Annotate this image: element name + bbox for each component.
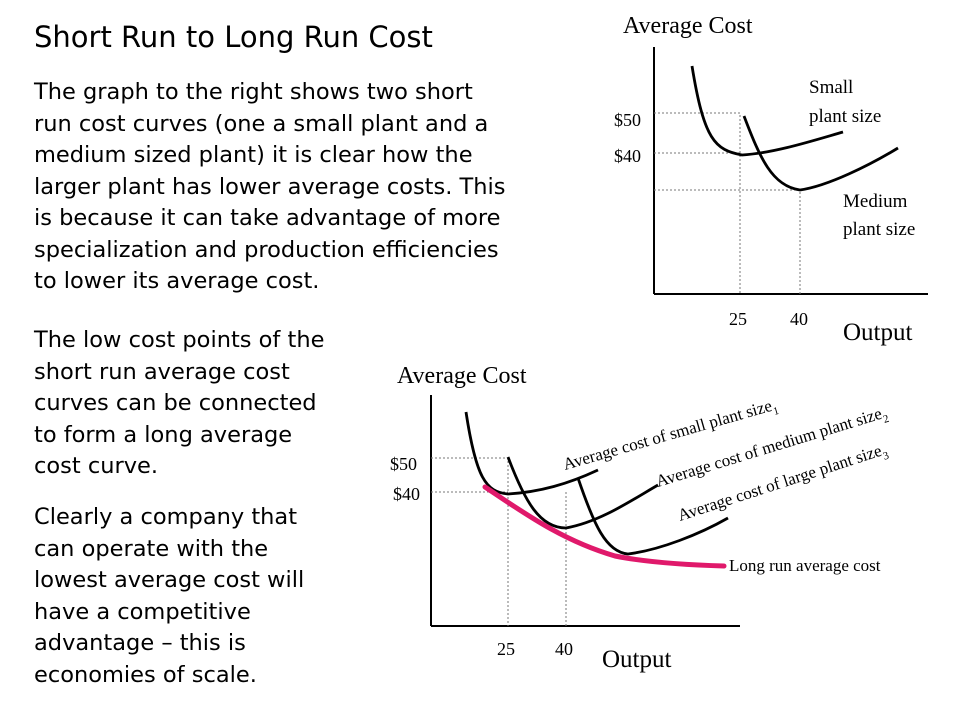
chart1-xtick-25: 25 bbox=[729, 309, 747, 329]
chart2-guide-50-25 bbox=[431, 457, 509, 626]
body-paragraph-2: The low cost points of the short run ave… bbox=[34, 327, 325, 479]
chart1-title: Average Cost bbox=[623, 13, 753, 39]
chart1-ytick-40: $40 bbox=[614, 146, 641, 166]
chart2-title: Average Cost bbox=[397, 363, 527, 389]
body-paragraph-1: The graph to the right shows two short r… bbox=[34, 79, 506, 294]
chart2-large-plant-curve bbox=[576, 477, 729, 556]
chart1-xtick-40: 40 bbox=[790, 309, 808, 329]
chart2-small-plant-curve bbox=[464, 411, 599, 496]
chart2-long-run-curve bbox=[482, 484, 727, 569]
chart1-ytick-50: $50 bbox=[614, 110, 641, 130]
chart2-ytick-50: $50 bbox=[390, 454, 417, 474]
chart-2: Average Cost $50 $40 25 40 Output Averag… bbox=[390, 363, 891, 673]
body-paragraph-3: Clearly a company that can operate with … bbox=[34, 504, 305, 688]
chart1-label-medium-line2: plant size bbox=[843, 219, 915, 240]
chart2-xtick-25: 25 bbox=[497, 639, 515, 659]
chart1-medium-plant-curve bbox=[742, 115, 899, 192]
chart1-xlabel: Output bbox=[843, 319, 913, 346]
slide-title: Short Run to Long Run Cost bbox=[34, 20, 433, 54]
chart1-label-small-line2: plant size bbox=[809, 106, 881, 127]
chart1-label-small-line1: Small bbox=[809, 77, 853, 98]
chart1-guide-50-25 bbox=[654, 112, 741, 294]
chart1-guide-min-40 bbox=[654, 189, 801, 294]
chart2-xlabel: Output bbox=[602, 646, 672, 673]
chart1-small-plant-curve bbox=[690, 65, 844, 157]
chart2-xtick-40: 40 bbox=[555, 639, 573, 659]
chart2-ytick-40: $40 bbox=[393, 484, 420, 504]
chart2-medium-plant-curve bbox=[506, 456, 659, 530]
chart-1: Average Cost $50 $40 25 40 Output Small … bbox=[614, 13, 928, 346]
chart2-label-long-run: Long run average cost bbox=[729, 556, 881, 575]
chart2-label-small: Average cost of small plant size1 bbox=[561, 394, 781, 477]
chart1-label-medium-line1: Medium bbox=[843, 191, 908, 212]
